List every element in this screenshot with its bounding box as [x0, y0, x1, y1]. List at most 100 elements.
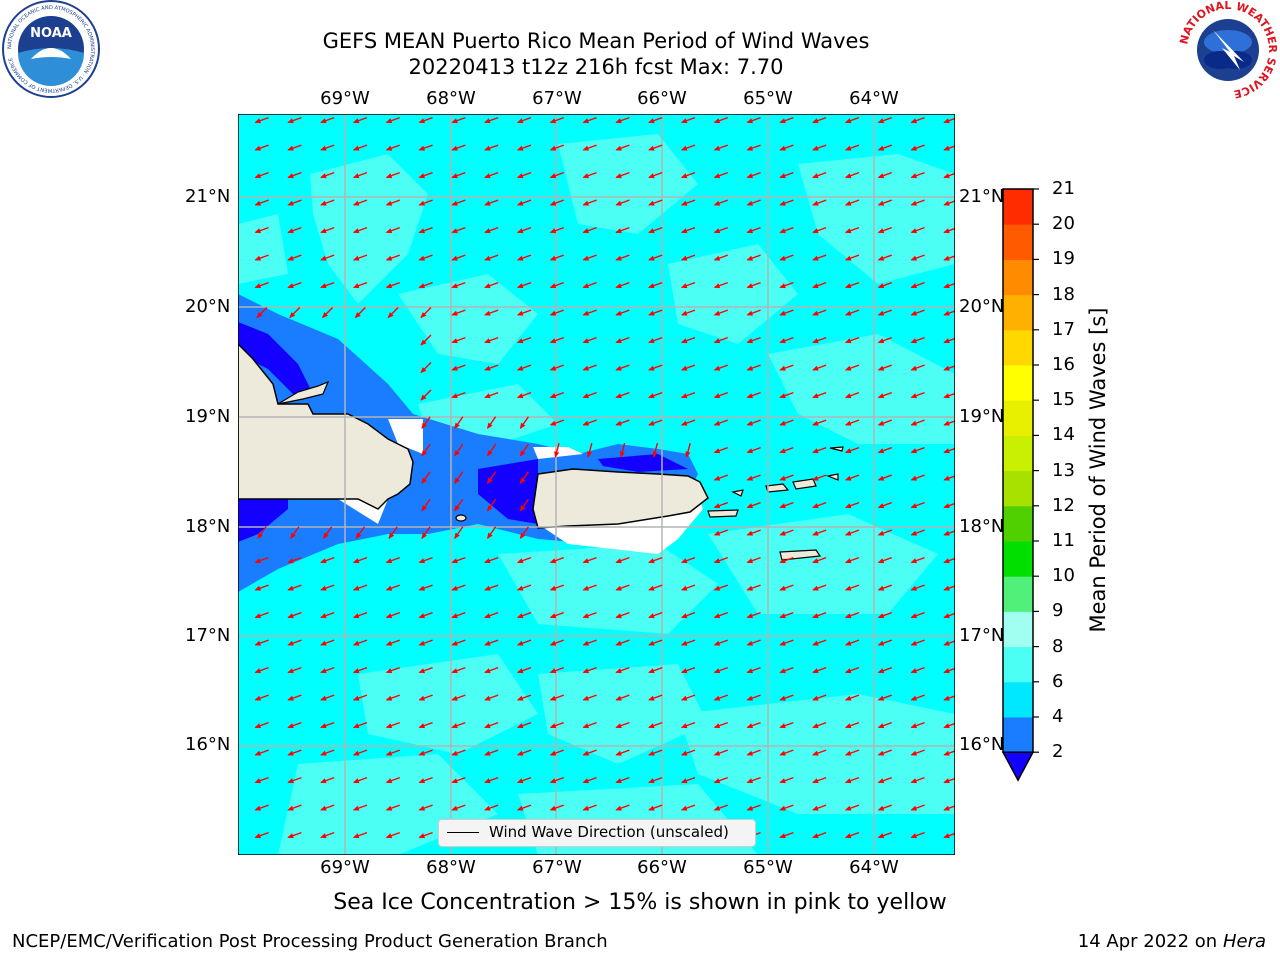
- wind-wave-arrows: [254, 116, 955, 839]
- wind-wave-arrowhead: [254, 668, 262, 674]
- wind-wave-arrowhead: [519, 477, 526, 485]
- wind-wave-arrowhead: [910, 475, 918, 481]
- colorbar-tick-label: 17: [1052, 318, 1075, 340]
- wind-wave-arrowhead: [943, 393, 950, 399]
- wind-wave-arrowhead: [844, 283, 852, 289]
- wind-wave-arrowhead: [615, 420, 622, 426]
- wind-wave-arrowhead: [352, 723, 360, 729]
- colorbar: [1000, 186, 1040, 790]
- wind-wave-arrowhead: [648, 723, 655, 729]
- wind-wave-arrowhead: [779, 668, 786, 674]
- lon-label-top-64w: 64°W: [849, 88, 899, 109]
- wind-wave-arrowhead: [844, 200, 852, 206]
- map-panel: [237, 113, 956, 859]
- wind-wave-arrowhead: [257, 532, 263, 540]
- land-hispaniola-north: [277, 380, 330, 405]
- wind-wave-arrowhead: [910, 530, 918, 536]
- wind-wave-arrowhead: [484, 668, 491, 674]
- wind-wave-arrowhead: [943, 173, 950, 179]
- wind-wave-arrowhead: [582, 668, 590, 674]
- wind-wave-arrowhead: [779, 310, 786, 316]
- lon-label-bottom-68w: 68°W: [426, 857, 476, 878]
- wind-wave-arrowhead: [320, 228, 327, 234]
- wind-wave-arrowhead: [713, 173, 721, 179]
- wind-wave-arrowhead: [418, 255, 426, 261]
- wind-wave-arrowhead: [320, 778, 327, 784]
- wind-wave-arrowhead: [549, 118, 557, 124]
- wind-wave-arrowhead: [516, 365, 524, 371]
- wind-wave-arrowhead: [779, 613, 786, 619]
- wind-wave-arrowhead: [680, 310, 688, 316]
- wind-wave-arrowhead: [713, 585, 721, 591]
- wind-wave-arrowhead: [451, 695, 458, 701]
- wind-wave-arrowhead: [487, 477, 493, 485]
- wind-wave-arrowhead: [582, 778, 590, 784]
- wind-wave-arrowhead: [812, 283, 819, 289]
- wind-wave-arrowhead: [484, 640, 491, 646]
- wind-wave-arrowhead: [713, 558, 721, 564]
- wind-wave-arrowhead: [554, 451, 560, 458]
- wind-wave-arrowhead: [516, 668, 524, 674]
- wind-wave-arrowhead: [385, 145, 393, 151]
- wind-wave-arrowhead: [943, 750, 950, 756]
- wind-wave-arrowhead: [877, 365, 885, 371]
- wind-wave-arrowhead: [549, 338, 557, 344]
- wind-wave-arrowhead: [615, 145, 622, 151]
- wind-wave-arrowhead: [549, 310, 557, 316]
- wind-wave-arrowhead: [680, 805, 688, 811]
- wind-wave-arrowhead: [451, 145, 458, 151]
- colorbar-extend-arrow: [1001, 751, 1035, 782]
- wind-wave-arrowhead: [746, 503, 754, 509]
- wind-wave-arrowhead: [385, 778, 393, 784]
- wind-wave-arrowhead: [615, 255, 622, 261]
- lon-label-top-69w: 69°W: [320, 88, 370, 109]
- wind-wave-arrowhead: [256, 312, 263, 319]
- colorbar-tick-label: 8: [1052, 635, 1064, 657]
- wind-wave-arrowhead: [418, 695, 426, 701]
- colorbar-segment: [1003, 541, 1033, 577]
- wind-wave-arrowhead: [549, 778, 557, 784]
- wind-wave-arrowhead: [779, 200, 786, 206]
- wind-wave-arrowhead: [943, 283, 950, 289]
- wind-wave-arrowhead: [287, 585, 294, 591]
- wind-wave-arrowhead: [352, 750, 360, 756]
- wind-wave-arrowhead: [582, 640, 590, 646]
- wind-wave-arrowhead: [388, 532, 395, 540]
- wind-wave-arrowhead: [582, 228, 590, 234]
- wind-wave-arrowhead: [320, 613, 327, 619]
- wind-wave-arrowhead: [454, 505, 460, 512]
- wind-wave-arrowhead: [746, 723, 754, 729]
- wind-wave-arrowhead: [385, 173, 393, 179]
- wind-wave-arrowhead: [844, 475, 852, 481]
- wind-wave-arrowhead: [487, 450, 493, 457]
- wind-wave-arrowhead: [254, 255, 262, 261]
- wind-wave-arrowhead: [615, 310, 622, 316]
- wind-wave-arrowhead: [484, 145, 491, 151]
- wind-wave-arrowhead: [844, 145, 852, 151]
- wind-wave-arrowhead: [516, 200, 524, 206]
- wind-wave-arrowhead: [943, 833, 950, 839]
- wind-wave-arrowhead: [779, 118, 786, 124]
- wind-wave-arrowhead: [320, 833, 327, 839]
- wind-wave-arrowhead: [615, 118, 622, 124]
- wind-wave-arrowhead: [910, 310, 918, 316]
- wind-wave-arrowhead: [454, 422, 460, 430]
- wind-wave-arrowhead: [418, 833, 426, 839]
- lon-label-bottom-65w: 65°W: [743, 857, 793, 878]
- wind-wave-arrowhead: [812, 310, 819, 316]
- wind-wave-arrowhead: [910, 833, 918, 839]
- wind-wave-arrowhead: [290, 532, 296, 540]
- wind-wave-arrowhead: [877, 173, 885, 179]
- wind-wave-arrowhead: [713, 640, 721, 646]
- wind-wave-arrowhead: [680, 365, 688, 371]
- wind-wave-arrowhead: [713, 420, 721, 426]
- wind-wave-arrowhead: [484, 613, 491, 619]
- wind-wave-arrowhead: [877, 228, 885, 234]
- colorbar-segment: [1003, 576, 1033, 612]
- wind-wave-arrowhead: [549, 200, 557, 206]
- wind-wave-arrowhead: [713, 145, 721, 151]
- wind-wave-arrowhead: [385, 668, 393, 674]
- wind-wave-arrowhead: [287, 750, 294, 756]
- wind-wave-arrowhead: [779, 283, 786, 289]
- wind-wave-arrowhead: [648, 805, 655, 811]
